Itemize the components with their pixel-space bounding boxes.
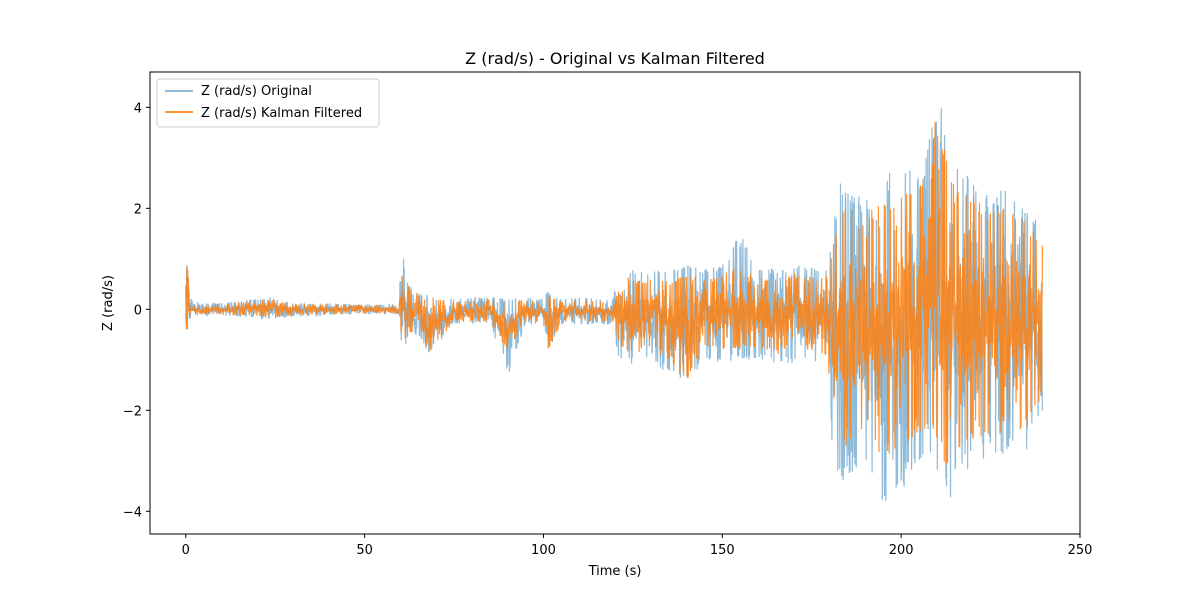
y-tick-label: 2 xyxy=(134,202,142,217)
legend-label-kalman: Z (rad/s) Kalman Filtered xyxy=(201,106,362,121)
series-line-kalman xyxy=(185,121,1044,465)
y-axis-label: Z (rad/s) xyxy=(101,275,116,331)
x-tick-label: 100 xyxy=(531,543,556,558)
y-axis: −4 −2 0 2 4 xyxy=(123,101,150,520)
chart-title: Z (rad/s) - Original vs Kalman Filtered xyxy=(465,49,765,68)
x-tick-label: 250 xyxy=(1068,543,1093,558)
axes-frame xyxy=(149,71,1081,535)
y-tick-label: −2 xyxy=(123,404,142,419)
x-axis: 0 50 100 150 200 250 xyxy=(182,534,1093,558)
x-tick-label: 150 xyxy=(710,543,735,558)
y-tick-label: 0 xyxy=(134,303,142,318)
series-layer xyxy=(185,108,1044,502)
x-tick-label: 50 xyxy=(356,543,373,558)
x-tick-label: 200 xyxy=(889,543,914,558)
x-tick-label: 0 xyxy=(182,543,190,558)
x-axis-label: Time (s) xyxy=(588,564,642,579)
legend-label-original: Z (rad/s) Original xyxy=(201,84,312,99)
legend-box xyxy=(156,78,380,128)
y-tick-label: −4 xyxy=(123,505,142,520)
legend: Z (rad/s) Original Z (rad/s) Kalman Filt… xyxy=(156,78,380,128)
y-tick-label: 4 xyxy=(134,101,142,116)
